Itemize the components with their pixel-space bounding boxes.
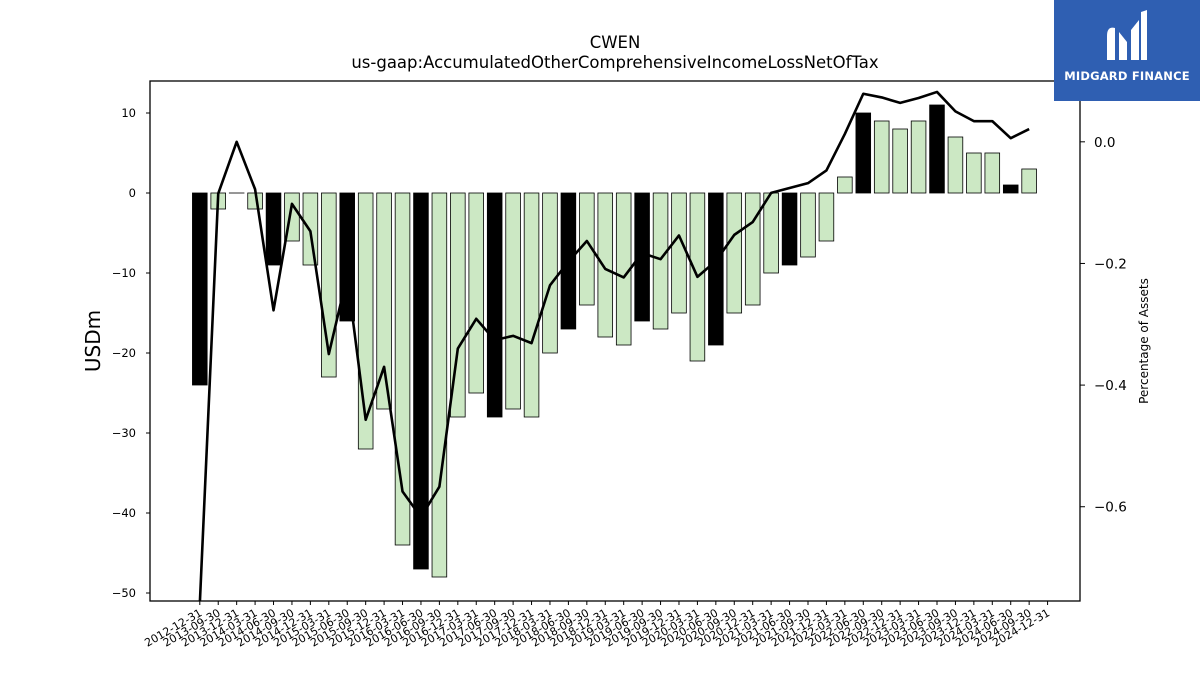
bar-2017-12-31	[523, 192, 540, 418]
bar-2018-03-31	[542, 192, 558, 354]
chart-subtitle: us-gaap:AccumulatedOtherComprehensiveInc…	[351, 53, 879, 72]
y-tick-label: 0	[129, 186, 136, 200]
y2-axis-label: Percentage of Assets	[1137, 278, 1151, 404]
bar-2020-06-30	[708, 192, 724, 346]
bar-2023-06-30	[929, 104, 945, 194]
bar-2020-12-31	[744, 192, 761, 306]
bar-2024-09-30	[1021, 168, 1037, 194]
y-tick-label: −40	[112, 506, 136, 520]
y-tick-label: −20	[112, 346, 136, 360]
bar-2022-06-30	[855, 112, 872, 194]
bar-2015-12-31	[376, 192, 392, 410]
bar-2022-12-31	[892, 128, 908, 194]
y-tick-label: −50	[112, 586, 136, 600]
bar-2022-03-31	[837, 176, 853, 194]
bar-2016-03-31	[394, 192, 411, 546]
bar-2016-09-30	[431, 192, 448, 578]
bar-2012-12-31	[192, 192, 208, 386]
y2-tick-label: −0.6	[1094, 500, 1127, 516]
bar-2017-06-30	[486, 192, 503, 418]
y-tick-label: −30	[112, 426, 136, 440]
bar-2016-12-31	[450, 192, 466, 418]
bar-2022-09-30	[873, 120, 890, 194]
bar-2021-09-30	[800, 192, 816, 258]
bar-2019-06-30	[634, 192, 650, 322]
bars-layer	[192, 104, 1037, 578]
bar-2019-12-31	[671, 192, 687, 314]
bar-2021-03-31	[763, 192, 779, 274]
bar-2023-09-30	[947, 136, 964, 194]
logo-mark-icon	[1107, 10, 1147, 60]
plot-frame	[149, 80, 1081, 602]
y2-tick-label: 0.0	[1094, 135, 1115, 151]
y2-tick-label: −0.2	[1094, 256, 1127, 272]
bar-2023-03-31	[910, 120, 927, 194]
bar-2024-06-30	[1002, 184, 1019, 194]
bar-2021-12-31	[818, 192, 835, 242]
y2-tick-label: −0.4	[1094, 378, 1127, 394]
chart-title: CWEN	[590, 33, 641, 52]
midgard-finance-logo: MIDGARD FINANCE	[1054, 0, 1200, 101]
bar-2014-06-30	[265, 192, 282, 266]
bar-2017-09-30	[505, 192, 521, 410]
bar-2021-06-30	[781, 192, 798, 266]
line-layer	[198, 90, 1030, 601]
percentage-of-assets-line	[198, 90, 1030, 601]
bar-2020-09-30	[726, 192, 743, 314]
bar-2023-12-31	[966, 152, 982, 194]
bar-2017-03-31	[468, 192, 484, 394]
y-tick-label: 10	[121, 106, 136, 120]
bar-2018-12-31	[597, 192, 614, 338]
bar-2024-03-31	[984, 152, 1001, 194]
bar-2016-06-30	[413, 192, 429, 570]
y-axis-label: USDm	[81, 310, 105, 372]
bar-2019-09-30	[652, 192, 669, 330]
y-tick-label: −10	[112, 266, 136, 280]
logo-text: MIDGARD FINANCE	[1064, 69, 1190, 83]
